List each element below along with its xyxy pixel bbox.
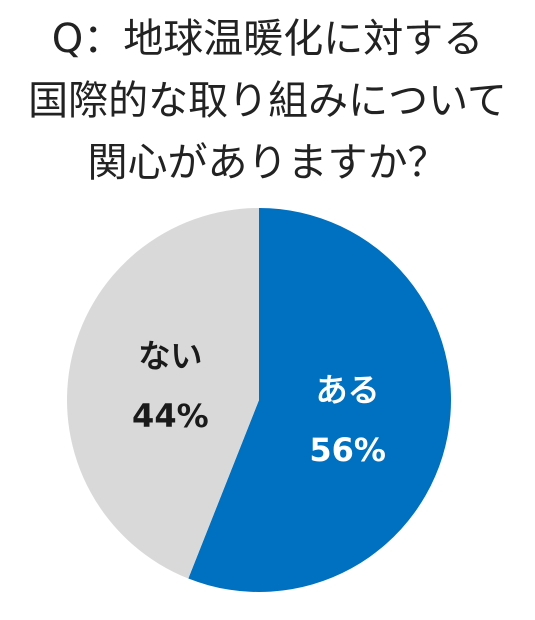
slice-label: ない <box>138 337 202 375</box>
chart-title: Q：地球温暖化に対する 国際的な取り組みについて 関心がありますか？ <box>0 8 535 194</box>
title-line-1: Q：地球温暖化に対する <box>51 16 484 62</box>
pie-slice-nai <box>66 208 260 579</box>
pie-slice-aru <box>188 208 452 592</box>
slice-label: ある <box>316 371 380 409</box>
title-line-3: 関心がありますか？ <box>87 140 448 186</box>
slice-value-label: 44% <box>132 397 209 435</box>
title-line-2: 国際的な取り組みについて <box>28 78 507 124</box>
slice-value-label: 56% <box>309 431 386 469</box>
